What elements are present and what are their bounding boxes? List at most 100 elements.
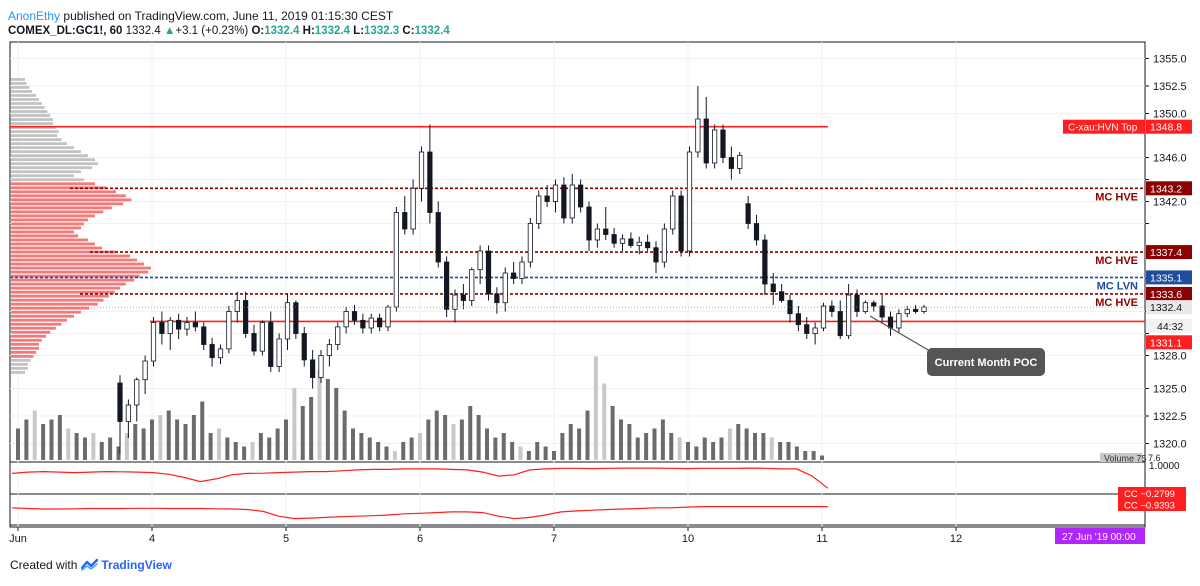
candle [418, 151, 425, 189]
volume-profile-row [11, 230, 74, 234]
hve3-price-label: 1333.6 [1150, 289, 1182, 301]
tradingview-logo-icon[interactable]: TradingView [81, 558, 172, 572]
osc2-value: CC −0.9393 [1124, 501, 1175, 512]
candle [904, 308, 910, 315]
volume-profile-row [11, 234, 79, 238]
volume-profile-row [11, 170, 81, 174]
candle [645, 241, 651, 249]
volume-label: Volume 75 [1104, 454, 1147, 464]
volume-bar [418, 433, 422, 460]
callout-pointer [869, 315, 936, 355]
x-tick-label: Jun [9, 533, 27, 545]
volume-bar [677, 437, 682, 460]
candle [887, 316, 894, 329]
candle [142, 360, 148, 381]
change-up-icon: ▲ [163, 25, 176, 37]
volume-bar [158, 415, 163, 460]
volume-profile-row [11, 302, 98, 306]
poc-price-label-bg [1146, 335, 1192, 350]
volume-profile-row [11, 334, 46, 338]
volume-profile-row [11, 210, 104, 214]
hve3-price-label-bg [1146, 286, 1192, 301]
volume-profile-row [11, 330, 51, 334]
low-label: L: [353, 25, 365, 37]
candle [619, 238, 626, 244]
candle [544, 195, 550, 202]
volume-profile-row [11, 86, 30, 89]
volume-bar [342, 410, 347, 460]
volume-profile-row [11, 162, 98, 166]
volume-bar [242, 446, 247, 460]
candle [712, 129, 718, 164]
volume-profile-row [11, 118, 53, 121]
candle [368, 317, 374, 329]
candle [728, 157, 734, 169]
volume-profile-row [11, 138, 62, 142]
candle [435, 212, 441, 263]
candle [837, 311, 843, 337]
volume-bar [535, 442, 540, 460]
volume-profile-row [11, 370, 25, 374]
x-tick-label: 12 [950, 533, 962, 545]
volume-bar [669, 433, 674, 460]
candle [753, 223, 760, 241]
volume-bar [769, 437, 774, 460]
candle [686, 151, 693, 252]
volume-bar [150, 419, 154, 460]
candle [527, 223, 533, 263]
volume-bar [610, 406, 615, 460]
y-tick-label: 1322.5 [1153, 411, 1187, 423]
hve2-price-label: 1337.4 [1150, 247, 1182, 259]
candle [343, 311, 349, 328]
volume-label-bg [1100, 453, 1142, 462]
header-publish-line: AnonEthy published on TradingView.com, J… [8, 9, 393, 23]
change-value: +3.1 (+0.23%) [175, 25, 249, 37]
candle [310, 359, 316, 378]
volume-bar [552, 451, 556, 460]
volume-bar [183, 424, 188, 460]
volume-bar [811, 451, 816, 460]
candle [351, 311, 358, 321]
volume-profile-row [11, 322, 62, 326]
candle [854, 294, 860, 312]
last-price: 1332.4 [125, 25, 161, 37]
candle [812, 327, 818, 334]
volume-bar [568, 424, 573, 460]
volume-profile-row [11, 298, 104, 302]
volume-profile-row [11, 190, 116, 194]
candle [427, 151, 433, 213]
volume-bar [543, 446, 548, 460]
y-tick-label: 1325.0 [1153, 384, 1187, 396]
candle [703, 118, 709, 164]
volume-bar [786, 442, 791, 460]
volume-bar [560, 433, 565, 460]
candle [762, 239, 768, 285]
volume-bar [384, 446, 389, 460]
hve2-price-label-bg [1146, 245, 1192, 260]
volume-profile-row [11, 246, 102, 250]
y-tick-label: 1355.0 [1153, 54, 1187, 66]
volume-bar [635, 437, 640, 460]
volume-profile-row [11, 186, 107, 190]
candle [301, 333, 307, 361]
candle [779, 291, 785, 301]
candle [552, 184, 559, 202]
volume-bar [66, 428, 71, 460]
volume-bar [451, 424, 456, 460]
volume-profile-row [11, 146, 74, 150]
volume-profile-row [11, 158, 95, 162]
volume-profile-row [11, 350, 37, 354]
candle [485, 250, 492, 295]
volume-bar [258, 433, 263, 460]
volume-profile-row [11, 354, 34, 358]
y-tick-label: 1352.5 [1153, 81, 1187, 93]
volume-profile-row [11, 154, 88, 158]
volume-bar [317, 370, 322, 460]
author-link[interactable]: AnonEthy [8, 9, 61, 23]
oscillator-2-line [11, 506, 828, 520]
candle [259, 322, 265, 352]
symbol-label[interactable]: COMEX_DL:GC1!, 60 [8, 25, 123, 37]
volume-profile-row [11, 174, 74, 178]
volume-bar [585, 410, 590, 460]
